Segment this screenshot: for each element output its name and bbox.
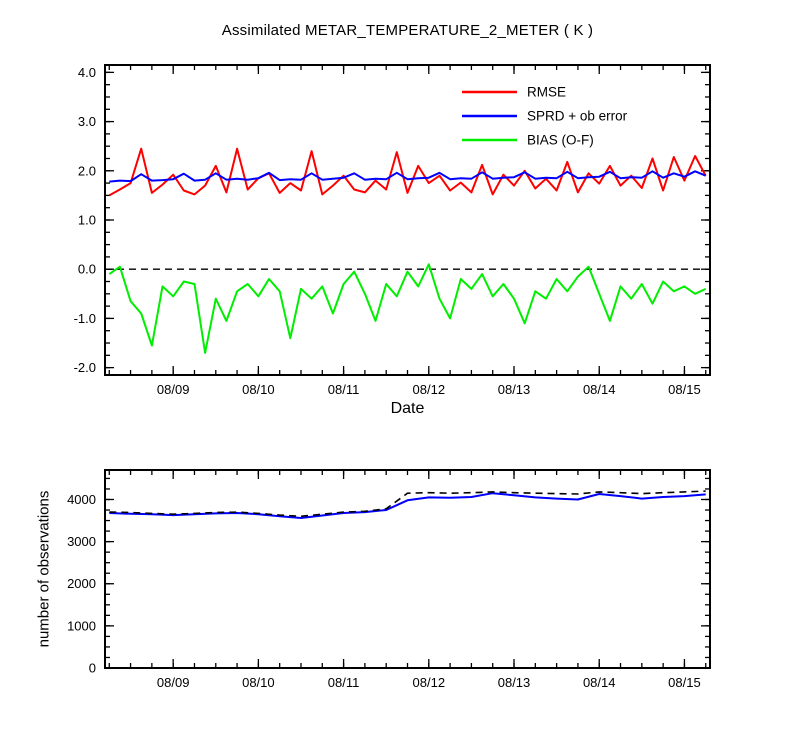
y-tick-label: 1.0: [78, 213, 96, 228]
x-tick-label: 08/11: [328, 382, 360, 397]
rmse-line: [108, 147, 707, 197]
y-axis-label-observations: number of observations: [35, 490, 53, 648]
y-tick-label: 4.0: [78, 65, 96, 80]
x-tick-label: 08/14: [583, 675, 616, 690]
x-axis-label-date: Date: [390, 400, 425, 417]
y-tick-label: 3000: [67, 534, 96, 549]
y-tick-label: 1000: [67, 618, 96, 633]
y-tick-label: 3.0: [78, 114, 96, 129]
x-tick-label: 08/13: [498, 382, 531, 397]
x-tick-label: 08/12: [413, 382, 446, 397]
x-tick-label: 08/09: [157, 382, 190, 397]
x-tick-label: 08/11: [328, 675, 360, 690]
plot-frame: [104, 469, 711, 669]
obs-blue-solid-line: [109, 492, 706, 519]
sprd-ob-error-line: [109, 170, 707, 183]
x-tick-label: 08/10: [242, 675, 275, 690]
y-tick-label: 4000: [67, 492, 96, 507]
x-tick-label: 08/12: [413, 675, 446, 690]
x-tick-label: 08/09: [157, 675, 190, 690]
y-tick-label: -2.0: [74, 360, 96, 375]
y-tick-label: 2000: [67, 576, 96, 591]
chart-title: Assimilated METAR_TEMPERATURE_2_METER ( …: [221, 22, 594, 39]
legend-label-sprd-ob-error: SPRD + ob error: [527, 109, 628, 124]
x-tick-label: 08/15: [668, 675, 701, 690]
y-tick-label: 0.0: [78, 262, 96, 277]
x-tick-label: 08/13: [498, 675, 531, 690]
x-tick-label: 08/14: [583, 382, 616, 397]
y-tick-label: -1.0: [74, 311, 96, 326]
legend-label-bias-o-f: BIAS (O-F): [527, 133, 594, 148]
y-tick-label: 2.0: [78, 163, 96, 178]
x-tick-label: 08/15: [668, 382, 701, 397]
x-tick-label: 08/10: [242, 382, 275, 397]
obs-black-dashed-line: [109, 490, 706, 518]
plot-frame: [104, 64, 711, 376]
legend-label-rmse: RMSE: [527, 85, 566, 100]
y-tick-label: 0: [89, 661, 96, 676]
bias-o-f-line: [108, 263, 707, 354]
